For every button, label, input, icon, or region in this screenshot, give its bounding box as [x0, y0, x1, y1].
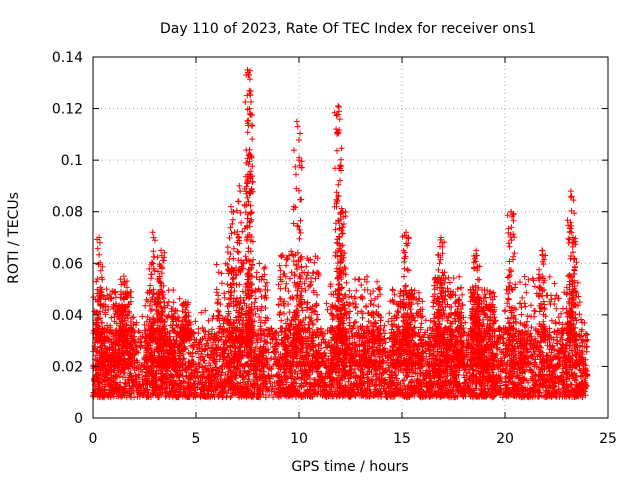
x-tick-label: 5: [192, 431, 201, 447]
y-tick-label: 0.06: [52, 256, 83, 272]
axis-ticks: 0 0.02 0.04 0.06 0.08 0.1 0.12 0.14 0 5 10 15 20 25: [52, 50, 617, 447]
plot-frame: [92, 56, 609, 419]
x-tick-label: 25: [599, 431, 617, 447]
x-tick-label: 15: [393, 431, 411, 447]
chart-title: Day 110 of 2023, Rate Of TEC Index for r…: [160, 21, 536, 37]
y-tick-label: 0.08: [52, 205, 83, 221]
x-axis-label: GPS time / hours: [291, 459, 408, 475]
x-tick-label: 0: [89, 431, 98, 447]
y-tick-label: 0.1: [61, 153, 83, 169]
y-axis-label: ROTI / TECUs: [6, 192, 22, 284]
y-tick-label: 0.02: [52, 359, 83, 375]
roti-scatter-series: [90, 66, 591, 401]
data-points: [90, 66, 591, 401]
y-tick-label: 0.14: [52, 50, 83, 66]
x-tick-label: 10: [290, 431, 308, 447]
x-tick-label: 20: [496, 431, 514, 447]
y-tick-label: 0.04: [52, 308, 83, 324]
y-tick-label: 0.12: [52, 102, 83, 118]
y-tick-label: 0: [74, 411, 83, 427]
